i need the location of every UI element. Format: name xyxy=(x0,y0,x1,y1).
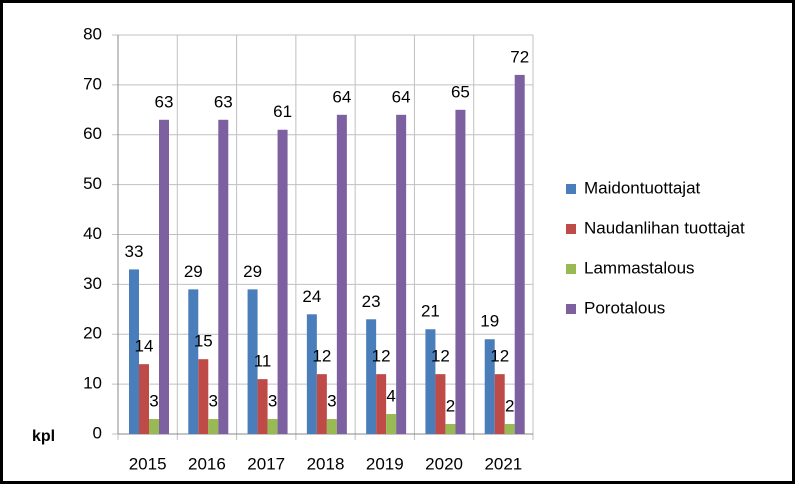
data-label: 65 xyxy=(451,82,470,101)
data-label: 64 xyxy=(392,87,411,106)
x-tick-label: 2015 xyxy=(129,454,167,473)
y-tick-label: 30 xyxy=(83,274,102,293)
legend-label: Porotalous xyxy=(584,298,665,317)
bar xyxy=(218,119,229,434)
bar xyxy=(435,374,446,434)
data-label: 3 xyxy=(209,392,218,411)
y-tick-label: 20 xyxy=(83,324,102,343)
bar xyxy=(257,379,268,434)
x-tick-label: 2020 xyxy=(425,454,463,473)
bar xyxy=(484,339,495,434)
y-tick-label: 40 xyxy=(83,224,102,243)
bar xyxy=(129,269,139,434)
y-tick-label: 10 xyxy=(83,374,102,393)
bar xyxy=(149,419,159,434)
data-label: 2 xyxy=(446,397,455,416)
x-tick-label: 2017 xyxy=(247,454,285,473)
legend-label: Naudanlihan tuottajat xyxy=(584,218,745,237)
data-label: 61 xyxy=(273,102,292,121)
x-tick-label: 2018 xyxy=(307,454,345,473)
bar xyxy=(514,74,525,435)
legend-swatch xyxy=(566,224,576,234)
bar xyxy=(336,114,347,435)
legend-swatch xyxy=(566,184,576,194)
data-label: 11 xyxy=(254,352,272,371)
data-label: 21 xyxy=(421,302,440,321)
bar xyxy=(159,119,169,434)
bar xyxy=(247,289,258,434)
bar xyxy=(494,374,505,434)
data-label: 23 xyxy=(362,292,381,311)
bar xyxy=(504,424,515,434)
x-tick-label: 2021 xyxy=(484,454,522,473)
legend-swatch xyxy=(566,304,576,314)
x-tick-label: 2016 xyxy=(188,454,226,473)
legend-label: Maidontuottajat xyxy=(584,178,701,197)
data-label: 29 xyxy=(184,262,203,281)
y-tick-label: 80 xyxy=(83,24,102,43)
data-label: 14 xyxy=(135,337,154,356)
bar xyxy=(208,419,219,434)
data-label: 12 xyxy=(490,347,509,366)
bar xyxy=(376,374,387,434)
data-label: 3 xyxy=(268,392,277,411)
data-label: 19 xyxy=(480,312,499,331)
bar xyxy=(445,424,456,434)
legend-swatch xyxy=(566,264,576,274)
bar xyxy=(277,129,288,434)
bar xyxy=(306,314,317,434)
data-label: 64 xyxy=(332,87,351,106)
bar xyxy=(396,114,407,435)
bar xyxy=(316,374,327,434)
bar xyxy=(366,319,377,434)
data-label: 72 xyxy=(510,47,529,66)
data-label: 3 xyxy=(327,392,336,411)
bar xyxy=(188,289,199,434)
y-tick-label: 50 xyxy=(83,174,102,193)
bar xyxy=(425,329,436,434)
data-label: 12 xyxy=(431,347,450,366)
bar xyxy=(386,414,397,434)
data-label: 29 xyxy=(243,262,262,281)
bar xyxy=(326,419,337,434)
data-label: 2 xyxy=(505,397,514,416)
y-tick-label: 0 xyxy=(93,423,102,442)
data-label: 12 xyxy=(312,347,331,366)
data-label: 12 xyxy=(372,347,391,366)
data-label: 33 xyxy=(125,242,144,261)
y-tick-label: 70 xyxy=(83,74,102,93)
legend-label: Lammastalous xyxy=(584,258,695,277)
data-label: 63 xyxy=(214,92,233,111)
x-tick-label: 2019 xyxy=(366,454,404,473)
bar xyxy=(198,359,209,434)
bar xyxy=(455,109,466,434)
y-axis-label: kpl xyxy=(32,428,55,445)
data-label: 24 xyxy=(302,287,321,306)
bar xyxy=(139,364,149,434)
y-tick-label: 60 xyxy=(83,124,102,143)
data-label: 3 xyxy=(149,392,158,411)
data-label: 15 xyxy=(194,332,213,351)
data-label: 4 xyxy=(386,387,395,406)
bar xyxy=(267,419,278,434)
data-label: 63 xyxy=(155,92,174,111)
